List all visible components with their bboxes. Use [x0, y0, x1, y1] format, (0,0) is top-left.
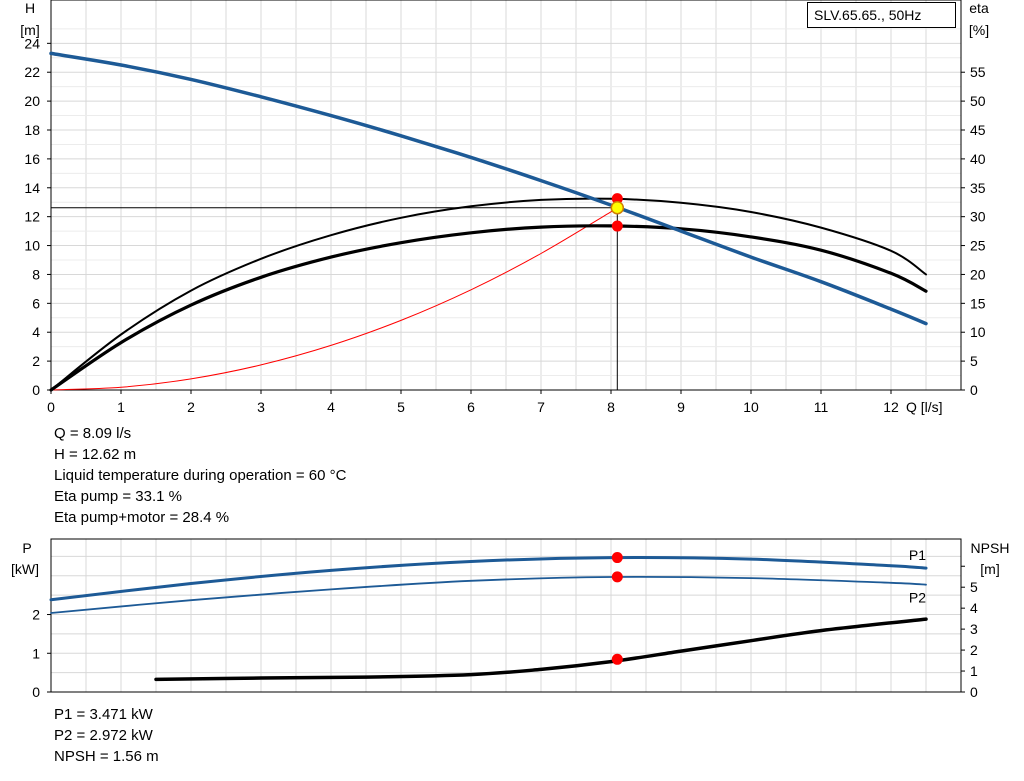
info-head: H = 12.62 m	[54, 446, 137, 463]
top-y2-tick-label: 25	[970, 238, 986, 254]
top-y-tick-label: 4	[32, 324, 40, 340]
x-tick-label: 7	[537, 399, 545, 415]
duty-point-marker	[611, 193, 623, 205]
top-y-tick-label: 12	[24, 209, 40, 225]
npsh-curve	[154, 617, 928, 682]
top-y2-tick-label: 20	[970, 266, 986, 282]
top-y2-tick-label: 55	[970, 64, 986, 80]
duty-point-marker	[611, 220, 623, 232]
x-tick-label: 6	[467, 399, 475, 415]
x-tick-label: 3	[257, 399, 265, 415]
x-tick-label: 0	[47, 399, 55, 415]
npsh-axis-unit: [m]	[980, 561, 999, 577]
bottom-y2-tick-label: 1	[970, 663, 978, 679]
info-eta-pump: Eta pump = 33.1 %	[54, 488, 182, 505]
top-y-tick-label: 14	[24, 180, 40, 196]
info-p1: P1 = 3.471 kW	[54, 706, 153, 723]
y2-axis-label: eta	[969, 0, 989, 16]
top-y2-tick-label: 30	[970, 209, 986, 225]
npsh-axis-label: NPSH	[971, 540, 1010, 556]
top-chart-curves	[49, 51, 928, 392]
info-npsh: NPSH = 1.56 m	[54, 748, 159, 765]
x-tick-label: 4	[327, 399, 335, 415]
top-y-tick-label: 22	[24, 64, 40, 80]
info-eta-pump-motor: Eta pump+motor = 28.4 %	[54, 509, 230, 526]
top-y-tick-label: 0	[32, 382, 40, 398]
top-y-tick-label: 16	[24, 151, 40, 167]
p2-series-label: P2	[909, 590, 926, 606]
power-info: P1 = 3.471 kW P2 = 2.972 kW NPSH = 1.56 …	[54, 704, 159, 767]
x-tick-label: 1	[117, 399, 125, 415]
info-p2: P2 = 2.972 kW	[54, 727, 153, 744]
top-y2-tick-label: 0	[970, 382, 978, 398]
bottom-y2-tick-label: 4	[970, 600, 978, 616]
eta-pump-motor-curve	[49, 224, 928, 392]
power-axis-unit: [kW]	[11, 561, 39, 577]
top-y2-tick-label: 45	[970, 122, 986, 138]
bottom-y2-tick-label: 5	[970, 579, 978, 595]
top-y-tick-label: 10	[24, 238, 40, 254]
y2-axis-unit: [%]	[969, 22, 989, 38]
top-y-tick-label: 6	[32, 295, 40, 311]
top-y-tick-label: 18	[24, 122, 40, 138]
bottom-y2-tick-label: 2	[970, 642, 978, 658]
system-curve-curve	[50, 206, 620, 391]
operating-point-info: Q = 8.09 l/s H = 12.62 m Liquid temperat…	[54, 423, 346, 528]
top-y2-tick-label: 15	[970, 295, 986, 311]
bottom-chart-grid	[50, 538, 962, 693]
top-y-tick-label: 8	[32, 266, 40, 282]
bottom-chart-ticks: 0 1 2 0 1 2 3 4 5 P [kW] NPSH [m]	[11, 540, 1009, 700]
p1-series-label: P1	[909, 547, 926, 563]
top-y2-tick-label: 35	[970, 180, 986, 196]
bottom-y-tick-label: 2	[32, 607, 40, 623]
bottom-y-tick-label: 1	[32, 645, 40, 661]
top-chart-grid	[50, 0, 962, 391]
top-y2-tick-label: 40	[970, 151, 986, 167]
x-tick-label: 2	[187, 399, 195, 415]
top-y2-tick-label: 50	[970, 93, 986, 109]
operating-point-marker	[610, 200, 625, 215]
top-y-tick-label: 20	[24, 93, 40, 109]
info-temperature: Liquid temperature during operation = 60…	[54, 467, 347, 484]
top-y-tick-label: 2	[32, 353, 40, 369]
duty-point-marker	[611, 653, 623, 665]
chart-title-box: SLV.65.65., 50Hz	[807, 2, 956, 28]
eta-pump-curve	[50, 197, 927, 391]
bottom-y2-tick-label: 0	[970, 684, 978, 700]
x-tick-label: 12	[883, 399, 899, 415]
top-y-tick-label: 24	[24, 35, 40, 51]
x-tick-label: 8	[607, 399, 615, 415]
x-tick-label: 10	[743, 399, 759, 415]
x-axis-label: Q [l/s]	[906, 399, 943, 415]
duty-point-marker	[611, 552, 623, 564]
x-tick-label: 5	[397, 399, 405, 415]
top-plot-frame	[50, 0, 962, 391]
x-tick-label: 11	[814, 399, 829, 415]
y-axis-unit: [m]	[20, 22, 39, 38]
x-tick-label: 9	[677, 399, 685, 415]
y-axis-label: H	[25, 0, 35, 16]
p2-curve	[50, 575, 927, 614]
bottom-y2-tick-label: 3	[970, 621, 978, 637]
duty-point-marker	[611, 571, 623, 583]
info-flow: Q = 8.09 l/s	[54, 425, 132, 442]
top-y2-tick-label: 10	[970, 324, 986, 340]
p1-curve	[49, 555, 928, 602]
chart-title: SLV.65.65., 50Hz	[814, 7, 922, 23]
top-y2-tick-label: 5	[970, 353, 978, 369]
bottom-chart-curves: P1 P2	[49, 547, 928, 682]
bottom-y-tick-label: 0	[32, 684, 40, 700]
bottom-plot-frame	[50, 538, 962, 693]
top-chart-ticks: 0246810121416182022240510152025303540455…	[20, 0, 989, 415]
head-curve	[49, 51, 928, 326]
power-axis-label: P	[22, 540, 31, 556]
